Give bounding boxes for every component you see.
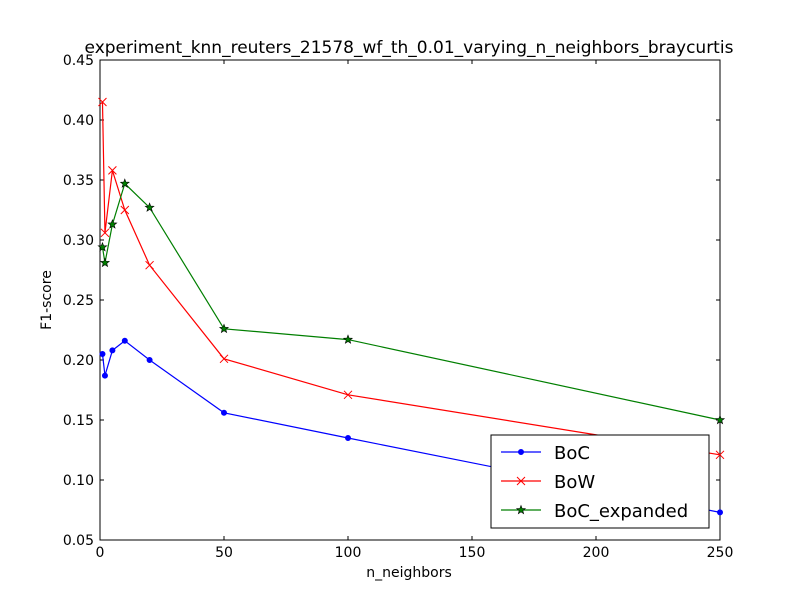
plot-area: 0 50 100 150 200 250 0.05 0.10 0.15 0.20 0.25 0.30 0…	[63, 53, 734, 561]
y-tick-label: 0.20	[63, 353, 94, 369]
data-point-boc-expanded	[107, 219, 118, 229]
x-tick-label: 200	[583, 545, 610, 561]
data-point-bow	[343, 390, 353, 400]
data-point-bow	[715, 450, 725, 460]
data-point-boc	[221, 409, 227, 416]
y-tick-label: 0.30	[63, 233, 94, 249]
data-point-boc	[109, 347, 116, 354]
y-tick-label: 0.15	[63, 413, 94, 429]
x-tick-label: 100	[335, 545, 362, 561]
data-point-bow	[100, 228, 110, 238]
legend: BoC BoW BoC_expanded	[490, 434, 710, 529]
series-line-boc	[101, 340, 721, 513]
legend-marker-boc	[518, 449, 524, 455]
y-axis-label: F1-score	[39, 270, 55, 330]
data-point-boc-expanded	[119, 178, 130, 188]
series-line-boc-expanded	[101, 182, 721, 421]
data-point-boc-expanded	[144, 202, 155, 212]
data-point-boc	[146, 357, 153, 363]
legend-label-boc: BoC	[554, 443, 590, 464]
legend-marker-boc-expanded	[515, 504, 527, 515]
data-point-boc	[99, 351, 106, 357]
y-tick-label: 0.40	[63, 113, 94, 129]
x-tick-label: 250	[707, 545, 734, 561]
y-tick-label: 0.10	[63, 473, 94, 489]
x-tick-label: 150	[459, 545, 486, 561]
data-point-bow	[98, 97, 107, 107]
data-point-boc-expanded	[714, 414, 726, 425]
x-tick-label: 0	[96, 545, 105, 561]
legend-label-bow: BoW	[554, 472, 595, 493]
data-point-boc-expanded	[99, 257, 111, 268]
data-point-bow	[219, 354, 229, 364]
y-tick-label: 0.45	[63, 53, 94, 69]
data-point-boc	[121, 337, 128, 344]
data-point-boc-expanded	[342, 334, 354, 344]
data-point-boc	[717, 509, 723, 516]
data-point-boc	[345, 435, 351, 441]
data-point-boc-expanded	[218, 323, 230, 334]
data-point-bow	[120, 205, 130, 215]
x-axis-label: n_neighbors	[366, 565, 452, 581]
y-tick-label: 0.25	[63, 293, 94, 309]
data-point-boc	[101, 372, 108, 379]
legend-label-boc-expanded: BoC_expanded	[554, 501, 688, 522]
legend-marker-bow	[516, 476, 526, 486]
y-tick-label: 0.05	[63, 533, 94, 549]
series-line-bow	[101, 101, 721, 456]
data-point-bow	[145, 260, 154, 270]
data-point-bow	[108, 166, 117, 175]
x-tick-label: 50	[215, 545, 233, 561]
chart-title: experiment_knn_reuters_21578_wf_th_0.01_…	[85, 38, 734, 58]
y-tick-label: 0.35	[63, 173, 94, 189]
data-point-boc-expanded	[97, 241, 108, 252]
